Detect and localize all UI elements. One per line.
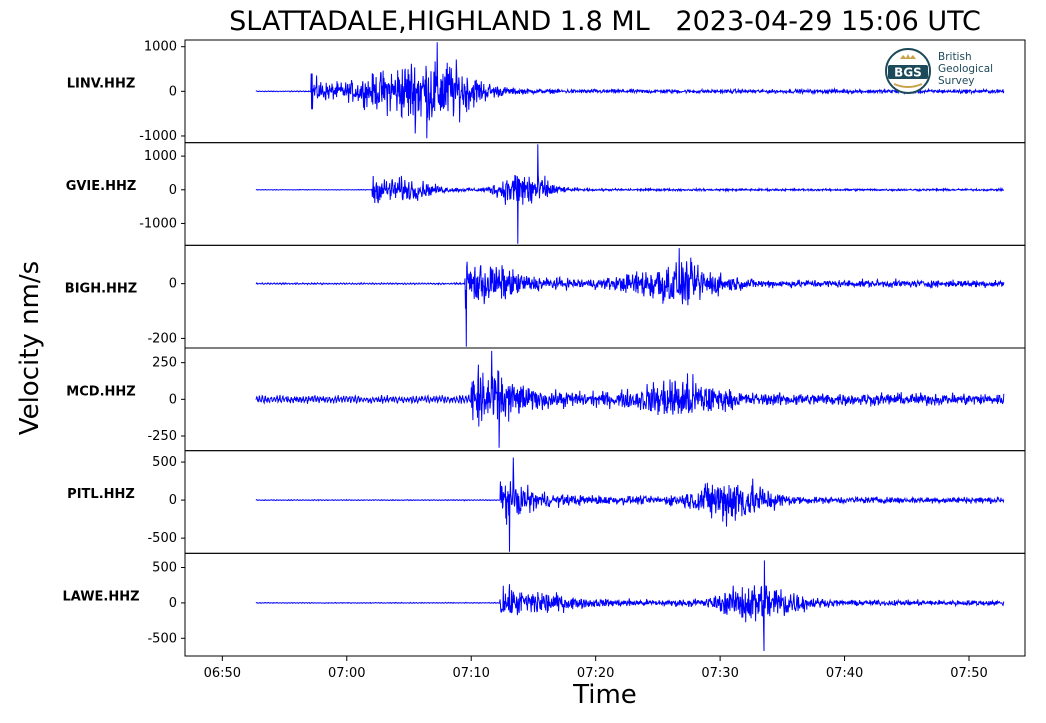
station-label: MCD.HHZ <box>66 384 135 399</box>
waveform-linv-hhz <box>255 42 1005 139</box>
station-label: BIGH.HHZ <box>65 282 137 297</box>
waveform-bigh-hhz <box>255 248 1005 347</box>
station-label: GVIE.HHZ <box>66 179 137 194</box>
bgs-logo-line2: Geological <box>938 63 994 75</box>
bgs-logo-line3: Survey <box>938 75 975 87</box>
waveform-mcd-hhz <box>255 350 1005 448</box>
waveform-gvie-hhz <box>255 144 1005 244</box>
panel-frame <box>184 552 1026 657</box>
y-tick-label: -1000 <box>139 216 177 231</box>
x-tick-label: 07:40 <box>826 666 863 681</box>
panel-frame <box>184 244 1026 349</box>
y-tick-label: -500 <box>147 631 177 646</box>
y-tick-label: 0 <box>169 596 177 611</box>
y-tick-label: -500 <box>147 531 177 546</box>
panel-frame <box>184 142 1026 246</box>
y-tick-label: 500 <box>152 455 177 470</box>
y-tick-label: 1000 <box>144 40 177 55</box>
y-tick-label: 0 <box>169 493 177 508</box>
y-tick-label: 250 <box>152 356 177 371</box>
y-tick-label: -250 <box>147 429 177 444</box>
x-tick-label: 07:50 <box>950 666 987 681</box>
bgs-abbr: BGS <box>894 66 922 80</box>
station-label: LINV.HHZ <box>67 76 136 91</box>
station-label: PITL.HHZ <box>67 487 135 502</box>
chart-title: SLATTADALE,HIGHLAND 1.8 ML 2023-04-29 15… <box>229 6 981 37</box>
x-tick-label: 07:20 <box>577 666 614 681</box>
bgs-logo-text: British Geological Survey <box>938 51 993 87</box>
y-tick-label: 500 <box>152 560 177 575</box>
y-tick-label: -1000 <box>139 129 177 144</box>
bgs-logo: BGS British Geological Survey <box>884 46 1014 98</box>
y-tick-label: 1000 <box>144 149 177 164</box>
x-tick-label: 06:50 <box>204 666 241 681</box>
waveform-lawe-hhz <box>255 560 1005 652</box>
bgs-crest-icon: BGS <box>885 48 931 94</box>
x-axis-label: Time <box>573 680 637 710</box>
x-tick-label: 07:00 <box>328 666 365 681</box>
y-tick-label: 0 <box>169 277 177 292</box>
y-tick-label: 0 <box>169 183 177 198</box>
waveform-pitl-hhz <box>255 457 1005 552</box>
y-tick-label: -200 <box>147 331 177 346</box>
y-tick-label: 0 <box>169 392 177 407</box>
x-tick-label: 07:10 <box>452 666 489 681</box>
bgs-logo-line1: British <box>938 51 972 63</box>
y-tick-label: 0 <box>169 84 177 99</box>
x-tick-label: 07:30 <box>701 666 738 681</box>
station-label: LAWE.HHZ <box>62 590 139 605</box>
